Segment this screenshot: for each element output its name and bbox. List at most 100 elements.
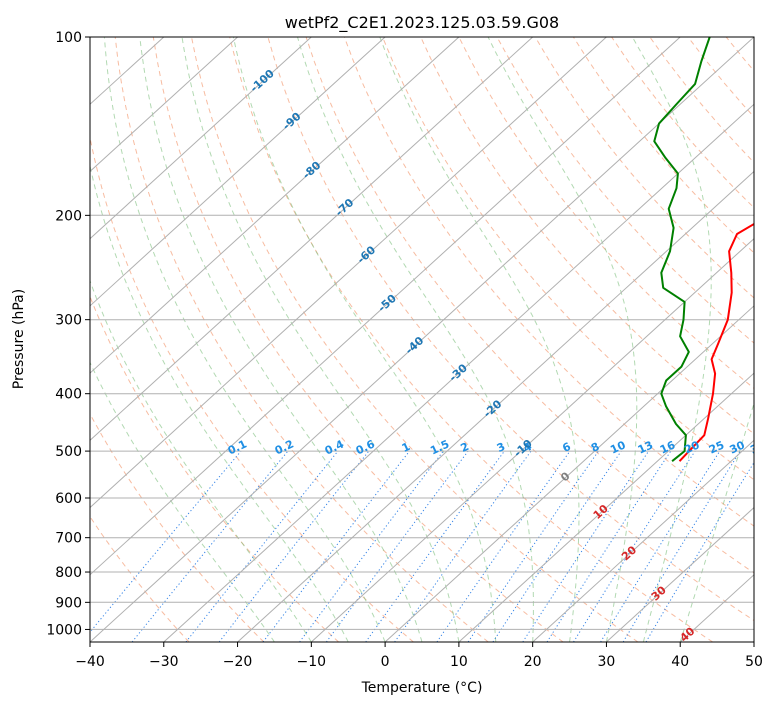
isotherm-line	[310, 237, 754, 642]
moist-adiabat-line	[232, 37, 497, 642]
plot-frame	[89, 36, 755, 643]
isotherm-line	[90, 37, 238, 173]
mixing-ratio-label: 1.5	[428, 438, 451, 458]
isotherm-line	[384, 305, 754, 642]
mixing-ratio-line	[218, 450, 370, 642]
moist-adiabat-line	[103, 37, 386, 642]
chart-title: wetPf2_C2E1.2023.125.03.59.G08	[285, 13, 559, 33]
moist-adiabat-line	[181, 37, 460, 642]
dry-adiabat-line	[382, 37, 754, 481]
isotherm-line	[90, 37, 386, 307]
y-tick-label: 1000	[46, 622, 82, 638]
x-tick-label: −20	[223, 654, 253, 670]
mixing-ratio-line	[467, 450, 599, 642]
y-tick-label: 600	[55, 491, 82, 507]
mixing-ratio-label: 0.1	[226, 438, 249, 458]
dry-adiabat-line	[191, 37, 639, 642]
isotherm-label: -100	[248, 67, 277, 95]
mixing-ratio-line	[546, 450, 672, 642]
isotherm-line	[753, 641, 754, 642]
isotherm-line	[163, 103, 754, 642]
mixing-ratio-label: 0.4	[323, 437, 346, 457]
moist-adiabat-line	[297, 37, 534, 642]
mixing-ratio-label: 0.2	[273, 438, 296, 458]
mixing-ratio-line	[645, 461, 754, 642]
moist-adiabat-line	[90, 163, 349, 642]
isotherm-line	[458, 372, 754, 642]
mixing-ratio-line	[573, 450, 696, 642]
moist-adiabat-line	[631, 37, 712, 642]
dry-adiabat-line	[90, 295, 339, 642]
x-tick-label: −30	[149, 654, 179, 670]
mixing-ratio-label: 36	[748, 438, 768, 456]
mixing-ratio-line	[622, 450, 741, 642]
mixing-ratio-label: 30	[728, 438, 748, 456]
moist-adiabat-line	[679, 401, 754, 642]
mixing-ratio-label: 0.6	[354, 437, 377, 457]
mixing-ratio-line	[90, 450, 242, 633]
dry-adiabat-line	[305, 37, 754, 574]
isotherm-line	[606, 506, 754, 642]
moist-adiabat-line	[487, 37, 638, 642]
plot-area: 0.1 0.2 0.4 0.6 1 1.5 2 3 4 6 8 10 13 16 20 25 30 36-100-…	[90, 37, 775, 642]
y-tick-label: 400	[55, 387, 82, 403]
y-tick-label: 800	[55, 565, 82, 581]
mixing-ratio-line	[299, 450, 444, 642]
dry-adiabat-line	[343, 37, 754, 527]
mixing-ratio-line	[185, 450, 339, 642]
mixing-ratio-label: 16	[658, 438, 678, 456]
y-tick-label: 700	[55, 531, 82, 547]
x-tick-label: −40	[75, 654, 105, 670]
x-tick-label: −10	[297, 654, 327, 670]
x-axis-label: Temperature (°C)	[361, 680, 483, 696]
mixing-ratio-label: 2	[459, 440, 471, 455]
mixing-ratio-line	[325, 450, 469, 642]
y-tick-label: 200	[55, 208, 82, 224]
mixing-ratio-label: 25	[707, 438, 726, 456]
mixing-ratio-label: 20	[682, 438, 702, 456]
dry-adiabat-line	[687, 37, 754, 118]
x-tick-label: 40	[671, 654, 689, 670]
mixing-ratio-line	[365, 450, 505, 642]
isotherm-line	[532, 439, 754, 642]
x-axis: −40 −30 −20 −10 0 10 20 30 40 50	[75, 642, 763, 670]
y-axis: 100 200 300 400 500 600 700 800 900 1000	[46, 30, 90, 638]
isotherm-line	[90, 37, 460, 374]
dry-adiabat-line	[725, 37, 754, 72]
moist-adiabat-line	[90, 361, 275, 642]
isotherm-line	[90, 37, 607, 509]
mixing-ratio-line	[262, 450, 410, 642]
mixing-ratio-line	[131, 450, 289, 642]
dry-adiabat-line	[764, 37, 775, 642]
isotherm-line	[90, 37, 681, 576]
dry-adiabat-line	[420, 37, 754, 435]
mixing-ratio-line	[600, 450, 721, 642]
isotherm-line	[90, 37, 534, 442]
mixing-ratio-label: 13	[636, 438, 655, 456]
y-tick-label: 500	[55, 444, 82, 460]
x-tick-label: 0	[381, 654, 390, 670]
mixing-ratio-line	[522, 450, 650, 642]
dry-adiabat-line	[572, 37, 754, 254]
mixing-ratio-line	[492, 450, 622, 642]
dry-adiabat-line	[90, 515, 190, 642]
mixing-ratio-label: 3	[495, 440, 507, 455]
moist-adiabat-line	[139, 37, 423, 642]
dry-adiabat-line	[114, 37, 489, 642]
mixing-ratio-label: 10	[608, 438, 628, 456]
dry-adiabat-line	[496, 37, 754, 344]
y-tick-label: 300	[55, 313, 82, 329]
moist-adiabat-line	[90, 279, 312, 642]
dry-adiabat-line	[152, 37, 564, 642]
y-tick-label: 100	[55, 30, 82, 46]
dry-adiabat-line	[267, 37, 754, 622]
mixing-ratio-label: 6	[560, 440, 573, 455]
dry-adiabat-line	[649, 37, 754, 164]
isotherm-line	[90, 37, 754, 642]
isotherm-line	[90, 37, 312, 240]
y-axis-label: Pressure (hPa)	[11, 289, 27, 389]
y-tick-label: 900	[55, 595, 82, 611]
x-tick-label: 30	[598, 654, 616, 670]
dry-adiabat-line	[458, 37, 754, 389]
